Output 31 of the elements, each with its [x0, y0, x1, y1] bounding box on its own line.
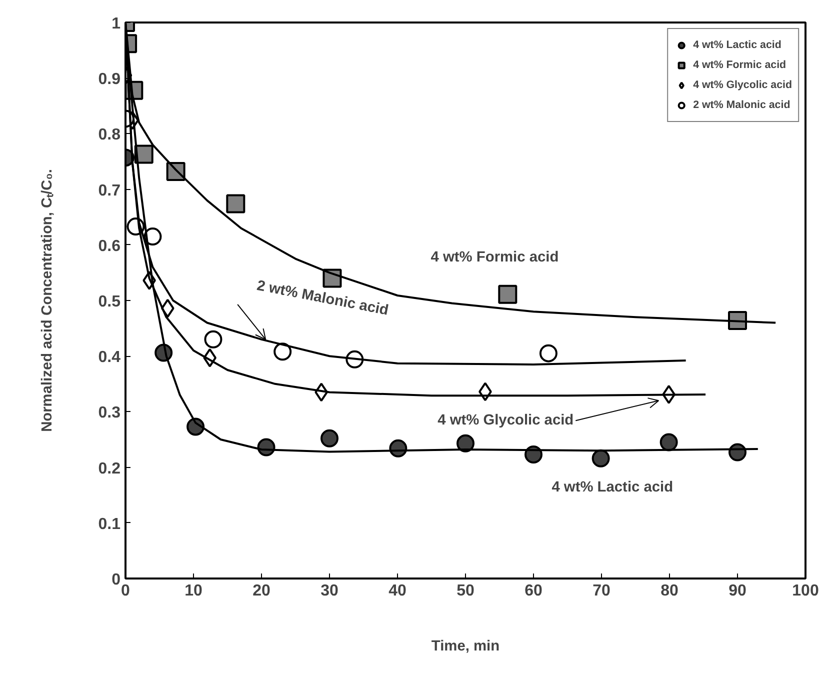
y-tick-label: 0.6: [98, 238, 121, 255]
annotation: 4 wt% Glycolic acid: [438, 412, 574, 429]
x-tick-label: 50: [456, 582, 474, 600]
y-tick-label: 1: [112, 16, 121, 32]
x-tick-label: 20: [252, 582, 270, 600]
y-tick-label: 0.7: [98, 182, 121, 200]
y-axis-title: Normalized acid Concentration, Cₜ/C₀.: [39, 169, 56, 432]
x-tick-label: 80: [660, 582, 678, 600]
legend-label: 4 wt% Formic acid: [693, 59, 786, 71]
x-tick-label: 70: [592, 582, 610, 600]
x-tick-label: 30: [320, 582, 338, 600]
legend-label: 2 wt% Malonic acid: [693, 99, 790, 111]
annotation: 4 wt% Formic acid: [430, 250, 559, 266]
x-tick-label: 60: [524, 582, 542, 600]
y-tick-label: 0.8: [98, 126, 121, 144]
y-tick-label: 0.1: [98, 516, 121, 533]
y-tick-label: 0.5: [98, 294, 121, 310]
x-tick-label: 100: [792, 582, 819, 600]
x-tick-label: 10: [184, 582, 202, 600]
legend-label: 4 wt% Lactic acid: [693, 39, 782, 51]
annotation: 4 wt% Lactic acid: [552, 479, 674, 496]
x-axis-title: Time, min: [431, 638, 500, 654]
y-tick-label: 0.3: [98, 404, 121, 422]
y-tick-label: 0.4: [98, 349, 121, 366]
annotation: 2 wt% Malonic acid: [255, 278, 390, 319]
x-tick-label: 90: [728, 582, 746, 600]
y-tick-label: 0.9: [98, 71, 121, 88]
x-tick-label: 40: [388, 582, 406, 600]
legend-label: 4 wt% Glycolic acid: [693, 79, 792, 91]
y-tick-label: 0: [112, 572, 121, 588]
y-tick-label: 0.2: [98, 460, 121, 478]
